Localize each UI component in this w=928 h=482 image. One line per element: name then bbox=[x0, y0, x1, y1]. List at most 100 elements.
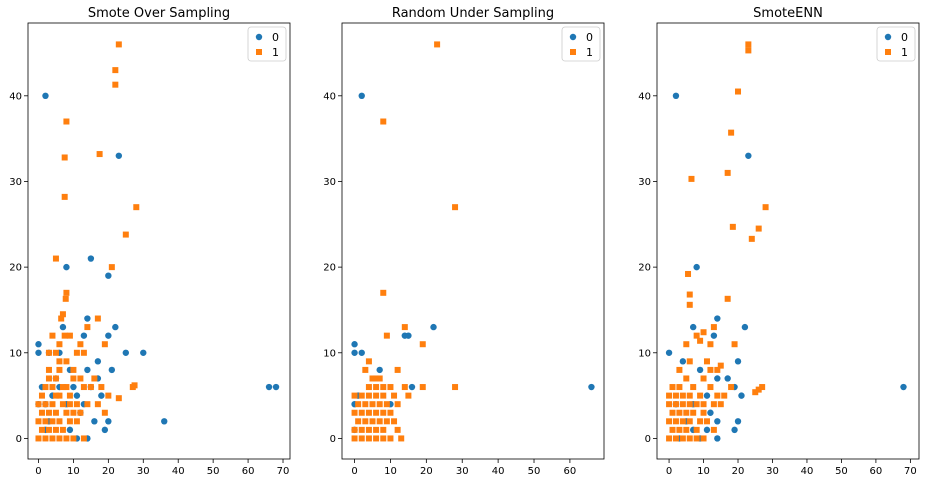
data-point-class-1 bbox=[380, 435, 387, 442]
data-point-class-0 bbox=[745, 152, 752, 159]
subplot-title: Random Under Sampling bbox=[392, 6, 554, 21]
legend-box bbox=[247, 26, 287, 62]
data-point-class-1 bbox=[679, 418, 686, 425]
data-point-class-1 bbox=[710, 324, 717, 331]
data-point-class-1 bbox=[714, 366, 721, 373]
data-point-class-1 bbox=[686, 301, 693, 308]
y-tick-label: 20 bbox=[9, 263, 22, 274]
data-point-class-1 bbox=[66, 401, 73, 408]
data-point-class-1 bbox=[666, 392, 673, 399]
data-point-class-1 bbox=[66, 418, 73, 425]
x-tick-label: 10 bbox=[384, 466, 397, 477]
data-point-class-1 bbox=[105, 392, 112, 399]
data-point-class-1 bbox=[683, 409, 690, 416]
x-tick-label: 10 bbox=[67, 466, 80, 477]
data-point-class-1 bbox=[365, 435, 372, 442]
data-point-class-1 bbox=[42, 384, 49, 391]
series-1 bbox=[35, 41, 140, 442]
legend-marker bbox=[570, 49, 576, 55]
data-point-class-1 bbox=[108, 264, 115, 271]
data-point-class-1 bbox=[728, 384, 735, 391]
data-point-class-1 bbox=[362, 418, 369, 425]
data-point-class-0 bbox=[351, 349, 358, 356]
legend: 01 bbox=[876, 26, 916, 62]
data-point-class-1 bbox=[666, 418, 673, 425]
data-point-class-1 bbox=[376, 418, 383, 425]
data-point-class-1 bbox=[707, 384, 714, 391]
data-point-class-1 bbox=[58, 315, 65, 322]
y-tick-label: 40 bbox=[9, 91, 22, 102]
data-point-class-1 bbox=[683, 426, 690, 433]
data-point-class-1 bbox=[683, 341, 690, 348]
x-tick-label: 30 bbox=[766, 466, 779, 477]
data-point-class-1 bbox=[700, 435, 707, 442]
data-point-class-1 bbox=[380, 409, 387, 416]
data-point-class-1 bbox=[56, 418, 63, 425]
data-point-class-0 bbox=[112, 323, 119, 331]
data-point-class-1 bbox=[710, 401, 717, 408]
data-point-class-1 bbox=[56, 358, 63, 365]
data-point-class-1 bbox=[77, 341, 84, 348]
x-tick-label: 40 bbox=[801, 466, 814, 477]
data-point-class-1 bbox=[394, 401, 401, 408]
data-point-class-1 bbox=[666, 435, 673, 442]
data-point-class-0 bbox=[408, 383, 416, 391]
data-point-class-1 bbox=[398, 435, 405, 442]
y-tick-label: 0 bbox=[330, 434, 336, 445]
x-tick-label: 40 bbox=[172, 466, 185, 477]
data-point-class-1 bbox=[52, 409, 59, 416]
data-point-class-0 bbox=[734, 358, 742, 365]
data-point-class-1 bbox=[700, 329, 707, 336]
data-point-class-1 bbox=[703, 358, 710, 365]
data-point-class-1 bbox=[686, 291, 693, 298]
data-point-class-1 bbox=[759, 384, 766, 391]
data-point-class-0 bbox=[84, 315, 91, 322]
data-point-class-1 bbox=[49, 435, 56, 442]
data-point-class-1 bbox=[700, 375, 707, 382]
data-point-class-1 bbox=[724, 295, 731, 302]
data-point-class-1 bbox=[697, 392, 704, 399]
data-point-class-1 bbox=[369, 375, 376, 382]
data-point-class-0 bbox=[105, 272, 112, 279]
data-point-class-0 bbox=[140, 349, 147, 356]
data-point-class-1 bbox=[707, 366, 714, 373]
x-tick-label: 20 bbox=[732, 466, 745, 477]
data-point-class-1 bbox=[401, 324, 408, 331]
data-point-class-0 bbox=[35, 349, 42, 356]
data-point-class-1 bbox=[731, 341, 738, 348]
data-point-class-1 bbox=[84, 324, 91, 331]
data-point-class-0 bbox=[714, 418, 721, 425]
data-point-class-1 bbox=[683, 375, 690, 382]
data-point-class-1 bbox=[373, 375, 380, 382]
data-point-class-0 bbox=[94, 358, 102, 365]
data-point-class-1 bbox=[419, 384, 426, 391]
y-tick-label: 30 bbox=[9, 177, 22, 188]
data-point-class-1 bbox=[38, 426, 45, 433]
data-point-class-0 bbox=[272, 383, 280, 391]
data-point-class-1 bbox=[373, 435, 380, 442]
data-point-class-0 bbox=[91, 418, 98, 425]
data-point-class-1 bbox=[373, 426, 380, 433]
data-point-class-0 bbox=[265, 383, 273, 391]
legend-label: 1 bbox=[272, 46, 279, 59]
data-point-class-1 bbox=[52, 426, 59, 433]
plot-frame bbox=[656, 22, 920, 460]
data-point-class-1 bbox=[401, 384, 408, 391]
data-point-class-1 bbox=[45, 426, 52, 433]
data-point-class-1 bbox=[686, 358, 693, 365]
data-point-class-1 bbox=[686, 418, 693, 425]
data-point-class-1 bbox=[376, 375, 383, 382]
data-point-class-1 bbox=[679, 392, 686, 399]
data-point-class-0 bbox=[741, 323, 749, 331]
data-point-class-1 bbox=[52, 349, 59, 356]
data-point-class-1 bbox=[358, 392, 365, 399]
data-point-class-1 bbox=[49, 401, 56, 408]
data-point-class-1 bbox=[729, 223, 736, 230]
data-point-class-1 bbox=[714, 392, 721, 399]
data-point-class-0 bbox=[900, 383, 907, 391]
data-point-class-1 bbox=[45, 349, 52, 356]
data-point-class-1 bbox=[365, 384, 372, 391]
x-tick-label: 60 bbox=[564, 466, 577, 477]
data-point-class-1 bbox=[42, 435, 49, 442]
